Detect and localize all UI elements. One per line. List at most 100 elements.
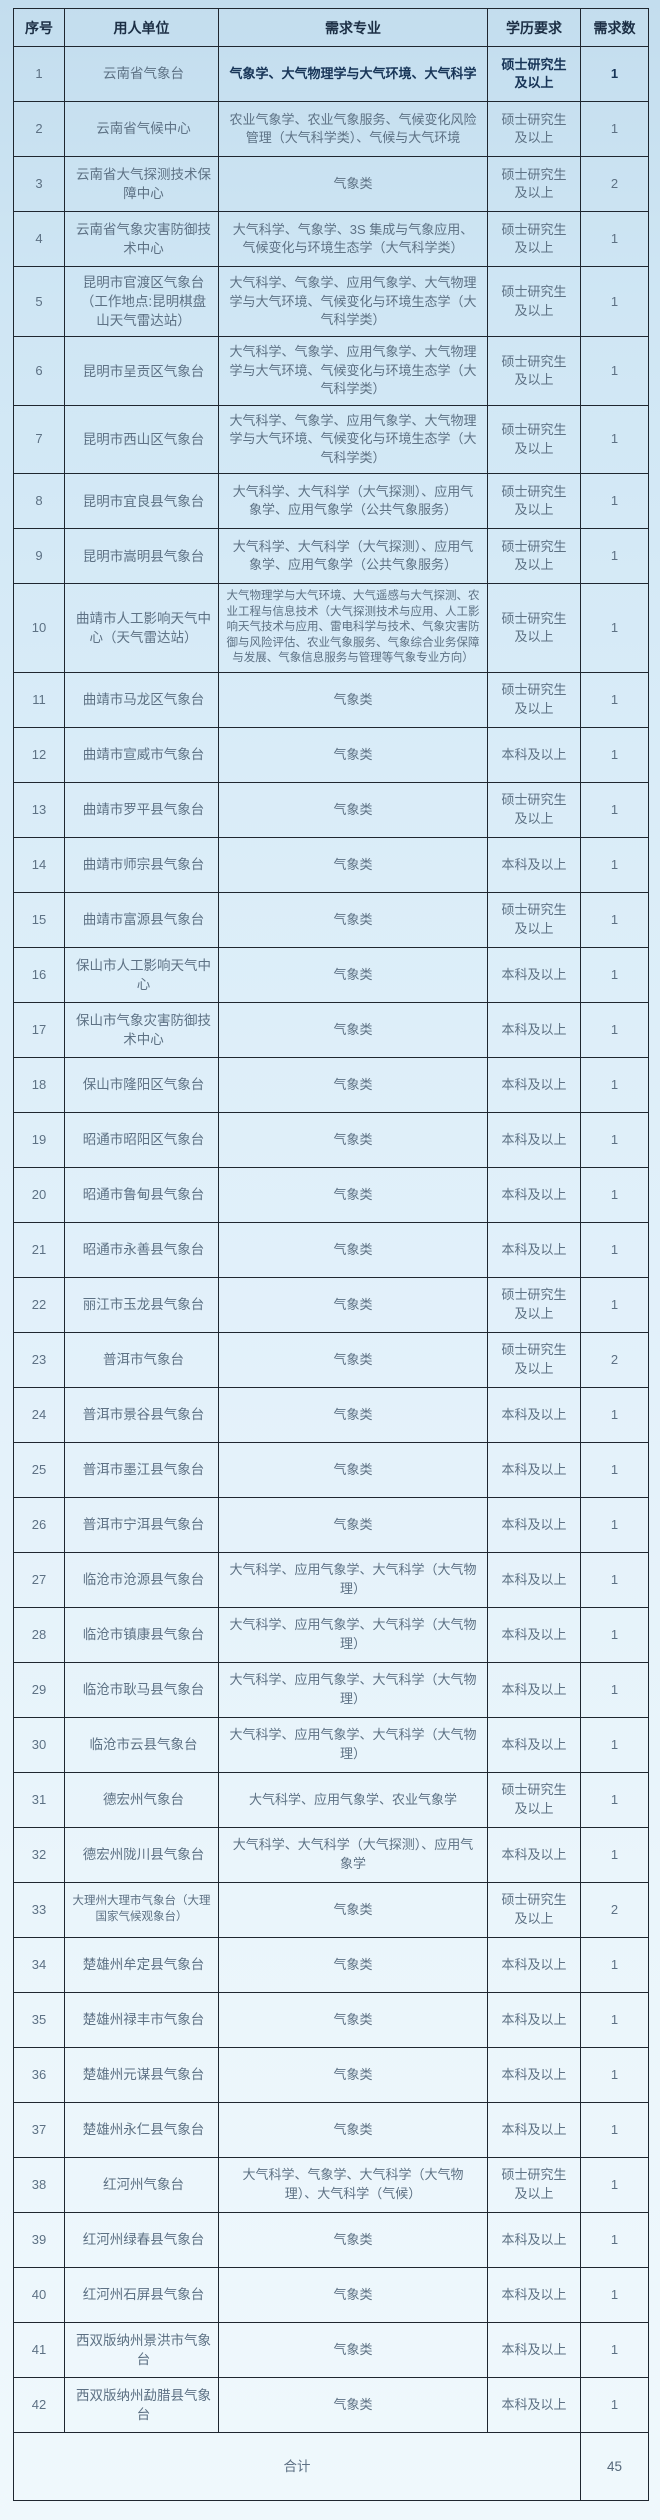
index-cell: 2	[13, 101, 65, 157]
required-major-cell: 气象类	[218, 1331, 488, 1388]
column-header-0: 序号	[13, 8, 65, 47]
employer-cell: 普洱市气象台	[64, 1331, 219, 1388]
table-row: 13 曲靖市罗平县气象台 气象类 硕士研究生及以上 1	[13, 781, 649, 838]
education-requirement-cell: 硕士研究生及以上	[487, 265, 581, 338]
table-row: 10 曲靖市人工影响天气中心（天气雷达站） 大气物理学与大气环境、大气遥感与大气探测…	[13, 583, 649, 673]
required-major-cell: 气象类	[218, 2046, 488, 2103]
education-requirement-cell: 本科及以上	[487, 1551, 581, 1608]
table-row: 20 昭通市鲁甸县气象台 气象类 本科及以上 1	[13, 1166, 649, 1223]
required-major-cell: 大气科学、大气科学（大气探测）、应用气象学、应用气象学（公共气象服务）	[218, 473, 488, 530]
demand-count-cell: 1	[580, 404, 649, 475]
education-requirement-cell: 本科及以上	[487, 946, 581, 1003]
demand-count-cell: 2	[580, 156, 649, 212]
table-row: 12 曲靖市宣威市气象台 气象类 本科及以上 1	[13, 726, 649, 783]
employer-cell: 昭通市鲁甸县气象台	[64, 1166, 219, 1223]
education-requirement-cell: 硕士研究生及以上	[487, 1331, 581, 1388]
index-cell: 14	[13, 836, 65, 893]
index-cell: 42	[13, 2376, 65, 2433]
required-major-cell: 农业气象学、农业气象服务、气候变化风险管理（大气科学类）、气候与大气环境	[218, 101, 488, 157]
education-requirement-cell: 本科及以上	[487, 1606, 581, 1663]
required-major-cell: 气象类	[218, 946, 488, 1003]
education-requirement-cell: 本科及以上	[487, 2321, 581, 2378]
index-cell: 3	[13, 156, 65, 212]
index-cell: 15	[13, 891, 65, 948]
demand-count-cell: 2	[580, 1331, 649, 1388]
demand-count-cell: 1	[580, 1936, 649, 1993]
employer-cell: 昆明市西山区气象台	[64, 404, 219, 475]
index-cell: 41	[13, 2321, 65, 2378]
demand-count-cell: 1	[580, 1496, 649, 1553]
demand-count-cell: 1	[580, 1771, 649, 1828]
table-row: 22 丽江市玉龙县气象台 气象类 硕士研究生及以上 1	[13, 1276, 649, 1333]
demand-count-cell: 1	[580, 726, 649, 783]
demand-count-cell: 1	[580, 1221, 649, 1278]
demand-count-cell: 1	[580, 2101, 649, 2158]
required-major-cell: 气象类	[218, 1441, 488, 1498]
demand-count-cell: 1	[580, 891, 649, 948]
employer-cell: 云南省气象台	[64, 46, 219, 102]
index-cell: 17	[13, 1001, 65, 1058]
employer-cell: 保山市隆阳区气象台	[64, 1056, 219, 1113]
education-requirement-cell: 硕士研究生及以上	[487, 473, 581, 530]
index-cell: 6	[13, 336, 65, 406]
demand-count-cell: 1	[580, 946, 649, 1003]
table-row: 4 云南省气象灾害防御技术中心 大气科学、气象学、3S 集成与气象应用、气候变化与环…	[13, 211, 649, 267]
table-row: 16 保山市人工影响天气中心 气象类 本科及以上 1	[13, 946, 649, 1003]
table-row: 8 昆明市宜良县气象台 大气科学、大气科学（大气探测）、应用气象学、应用气象学（公共…	[13, 473, 649, 530]
education-requirement-cell: 本科及以上	[487, 2266, 581, 2323]
table-row: 39 红河州绿春县气象台 气象类 本科及以上 1	[13, 2211, 649, 2268]
employer-cell: 昆明市宜良县气象台	[64, 473, 219, 530]
table-row: 35 楚雄州禄丰市气象台 气象类 本科及以上 1	[13, 1991, 649, 2048]
table-total-row: 合计 45	[13, 2431, 649, 2501]
demand-count-cell: 1	[580, 2376, 649, 2433]
education-requirement-cell: 硕士研究生及以上	[487, 671, 581, 728]
index-cell: 13	[13, 781, 65, 838]
column-header-2: 需求专业	[218, 8, 488, 47]
required-major-cell: 大气科学、气象学、应用气象学、大气物理学与大气环境、气候变化与环境生态学（大气科…	[218, 404, 488, 475]
education-requirement-cell: 硕士研究生及以上	[487, 528, 581, 585]
education-requirement-cell: 本科及以上	[487, 1661, 581, 1718]
index-cell: 5	[13, 265, 65, 338]
employer-cell: 临沧市镇康县气象台	[64, 1606, 219, 1663]
demand-count-cell: 1	[580, 2156, 649, 2213]
required-major-cell: 大气科学、气象学、大气科学（大气物理）、大气科学（气候）	[218, 2156, 488, 2213]
total-label: 合计	[13, 2431, 581, 2501]
education-requirement-cell: 硕士研究生及以上	[487, 1881, 581, 1938]
recruitment-demand-table: 序号 用人单位 需求专业 学历要求 需求数 1 云南省气象台 气象学、大气物理学与大气环境、…	[13, 8, 649, 2501]
employer-cell: 曲靖市罗平县气象台	[64, 781, 219, 838]
index-cell: 11	[13, 671, 65, 728]
required-major-cell: 气象类	[218, 1936, 488, 1993]
index-cell: 36	[13, 2046, 65, 2103]
demand-count-cell: 2	[580, 1881, 649, 1938]
demand-count-cell: 1	[580, 265, 649, 338]
index-cell: 10	[13, 583, 65, 673]
education-requirement-cell: 本科及以上	[487, 1386, 581, 1443]
employer-cell: 普洱市景谷县气象台	[64, 1386, 219, 1443]
employer-cell: 德宏州气象台	[64, 1771, 219, 1828]
employer-cell: 昆明市呈贡区气象台	[64, 336, 219, 406]
demand-count-cell: 1	[580, 781, 649, 838]
education-requirement-cell: 本科及以上	[487, 1441, 581, 1498]
index-cell: 20	[13, 1166, 65, 1223]
required-major-cell: 气象类	[218, 1001, 488, 1058]
employer-cell: 楚雄州牟定县气象台	[64, 1936, 219, 1993]
employer-cell: 丽江市玉龙县气象台	[64, 1276, 219, 1333]
required-major-cell: 气象类	[218, 1991, 488, 2048]
education-requirement-cell: 本科及以上	[487, 1826, 581, 1883]
employer-cell: 西双版纳州勐腊县气象台	[64, 2376, 219, 2433]
required-major-cell: 气象类	[218, 1496, 488, 1553]
demand-count-cell: 1	[580, 583, 649, 673]
table-row: 38 红河州气象台 大气科学、气象学、大气科学（大气物理）、大气科学（气候） 硕士研究…	[13, 2156, 649, 2213]
table-row: 9 昆明市嵩明县气象台 大气科学、大气科学（大气探测）、应用气象学、应用气象学（公共…	[13, 528, 649, 585]
employer-cell: 曲靖市宣威市气象台	[64, 726, 219, 783]
employer-cell: 昭通市永善县气象台	[64, 1221, 219, 1278]
column-header-3: 学历要求	[487, 8, 581, 47]
demand-count-cell: 1	[580, 1716, 649, 1773]
employer-cell: 昆明市嵩明县气象台	[64, 528, 219, 585]
education-requirement-cell: 本科及以上	[487, 2211, 581, 2268]
index-cell: 9	[13, 528, 65, 585]
demand-count-cell: 1	[580, 1001, 649, 1058]
required-major-cell: 气象类	[218, 671, 488, 728]
index-cell: 29	[13, 1661, 65, 1718]
index-cell: 34	[13, 1936, 65, 1993]
